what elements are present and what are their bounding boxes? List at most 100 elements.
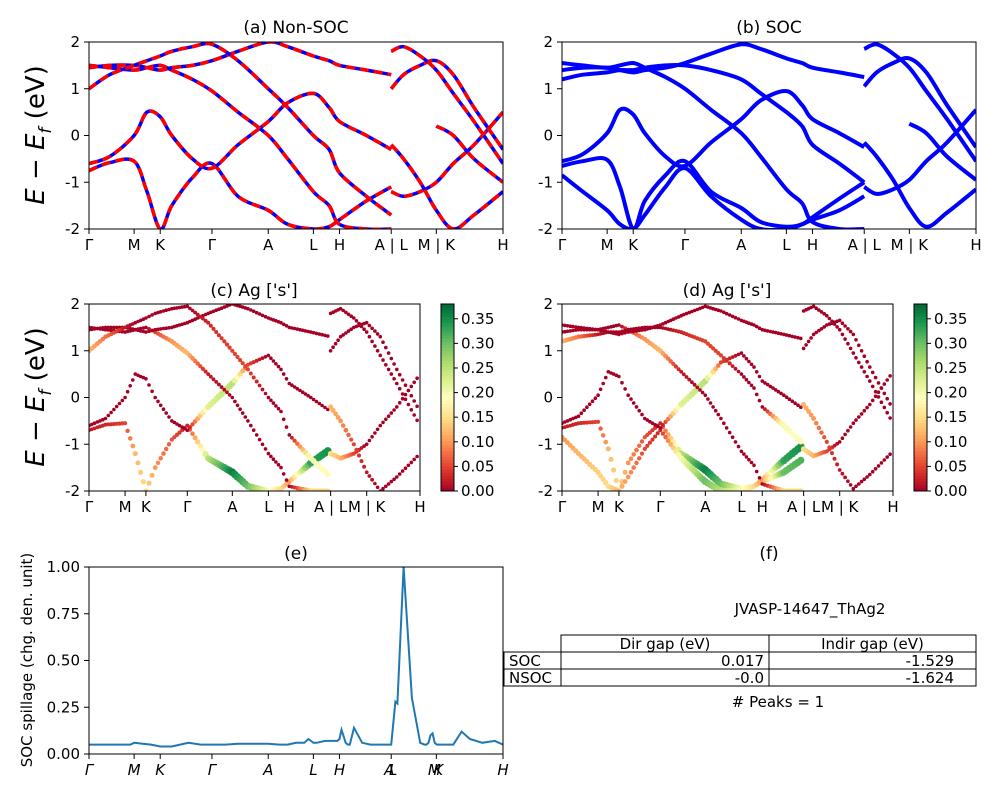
colorbar-c-swatch [441,475,454,480]
panel-b-title: (b) SOC [736,18,802,38]
panel-d-point [885,396,889,401]
panel-c-point [338,306,343,311]
panel-c-point [367,334,372,339]
panel-c-point [227,393,232,397]
table-cell-dir-gap: -0.0 [735,669,764,687]
panel-c-point [114,404,119,409]
colorbar-d-tick-label: 0.10 [934,433,967,451]
colorbar-d-swatch [914,388,927,392]
panel-d-point [868,402,872,407]
panel-a-xtick-label: A | L [375,236,409,254]
band-b-4 [562,42,865,80]
panel-d-point [851,486,856,491]
panel-c-point [246,419,250,423]
panel-c-point [254,379,259,384]
panel-e-xtick-label: Γ [208,761,218,779]
panel-d-point [611,324,616,329]
colorbar-d-swatch [914,366,927,370]
band-a-blue-2 [89,63,392,229]
panel-c-point [192,435,198,441]
panel-c-point [303,392,308,396]
panel-c-point [260,387,265,392]
panel-d-point [622,469,628,475]
panel-c-point [397,386,402,391]
panel-c-point [263,447,268,451]
panel-b-xtick-label: H [970,236,981,254]
colorbar-d-swatch [914,344,927,349]
panel-d-point [736,352,741,357]
colorbar-c-swatch [441,344,454,349]
panel-d-point [568,324,573,329]
panel-c-point [92,421,97,426]
panel-d-point [665,438,671,444]
panel-c-xtick-label: Γ [183,498,192,516]
panel-d-point [744,377,749,382]
panel-d-point [563,329,567,334]
colorbar-c-swatch [441,419,454,423]
panel-c-point [281,322,286,327]
panel-c-point [375,485,380,490]
panel-c-point [362,464,367,469]
panel-c-point [109,328,113,333]
panel-c-point [216,333,221,338]
panel-c-point [209,310,213,315]
panel-c-point [128,384,132,388]
panel-c-point [109,325,113,330]
panel-c-point [144,316,148,320]
panel-c-point [257,357,262,362]
panel-c-point [190,422,195,427]
panel-e-xtick-label: K [155,761,166,779]
panel-d-point [765,382,770,387]
colorbar-c-swatch [441,450,454,455]
panel-d-point [716,412,721,417]
panel-e-xtick-label: M [428,761,441,779]
panel-a-xtick-label: Γ [208,236,217,254]
panel-c-point [403,397,408,402]
panel-d-point [851,351,856,355]
panel-c-point [153,327,157,332]
panel-c-point [292,385,297,389]
panel-c-point [373,344,377,348]
panel-c-point [335,415,341,420]
panel-d-point [653,434,658,439]
panel-c-point [320,332,324,337]
material-id: JVASP-14647_ThAg2 [734,600,886,619]
colorbar-c-swatch [441,338,454,342]
colorbar-c-swatch [441,385,454,389]
panel-d-point [742,354,746,358]
colorbar-c-swatch [441,313,454,317]
panel-d-point [626,327,630,332]
panel-d-point [576,327,581,332]
panel-c-point [415,418,419,423]
panel-b-xtick-label: A [736,236,747,254]
panel-d-point [617,330,621,334]
panel-a-xtick-label: A [263,236,274,254]
panel-c-point [271,401,276,405]
panel-d-point [830,451,834,456]
panel-c-point [214,380,219,384]
panel-c-point [144,377,148,381]
panel-d-point [739,372,744,376]
band-a-red-5 [390,110,503,199]
colorbar-c-swatch [441,478,454,483]
panel-d-point [625,474,631,480]
panel-c-point [143,488,149,491]
panel-d-point [843,475,847,480]
panel-f-title: (f) [759,544,778,564]
colorbar-d-swatch [914,313,927,317]
colorbar-c-swatch [441,378,454,383]
panel-c-point [132,451,138,457]
panel-d-point [757,476,762,480]
panel-d-point [862,370,867,374]
panel-c-point [300,328,305,333]
panel-d-point [571,324,575,329]
panel-d-point [747,457,751,462]
panel-c-point [281,372,286,376]
colorbar-d-swatch [914,304,927,308]
panel-d-point [606,325,611,330]
panel-d-point [653,325,657,330]
panel-c-xtick-label: H [414,498,425,516]
panel-c-point [276,406,281,411]
panel-d-point [827,445,832,450]
panel-c-point [254,310,259,315]
